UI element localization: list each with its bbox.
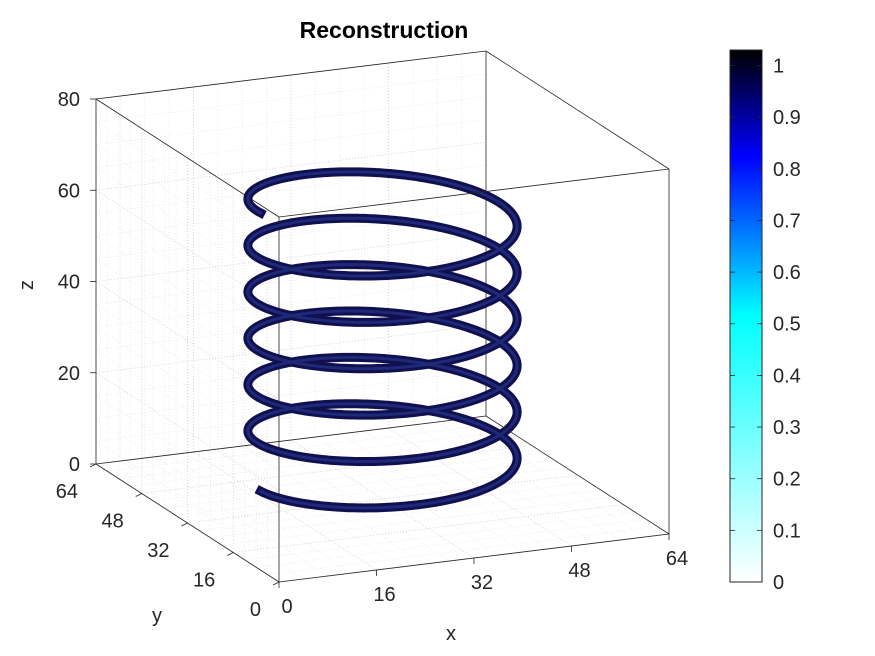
x-tick-label: 16 bbox=[373, 584, 395, 606]
y-tick-mark bbox=[89, 463, 97, 468]
y-tick-mark bbox=[272, 581, 280, 586]
box-edge bbox=[485, 50, 670, 170]
colorbar-tick-label: 1 bbox=[773, 55, 784, 77]
floor-grid-line bbox=[210, 489, 601, 539]
side-wall-grid-line bbox=[95, 349, 280, 469]
floor-grid-line bbox=[164, 459, 555, 509]
colorbar-tick-label: 0.6 bbox=[773, 262, 801, 284]
floor-grid-line bbox=[412, 424, 597, 544]
back-wall-grid-line bbox=[95, 301, 487, 351]
y-tick-mark bbox=[181, 522, 188, 527]
side-wall-grid-line bbox=[95, 417, 280, 537]
back-wall-grid-line bbox=[95, 187, 487, 237]
side-wall-grid-line bbox=[95, 258, 280, 378]
floor-grid-line bbox=[244, 511, 635, 561]
y-tick-label: 0 bbox=[250, 599, 261, 621]
side-wall-grid-line bbox=[95, 372, 280, 492]
colorbar-tick-label: 0.3 bbox=[773, 417, 801, 439]
colorbar-tick-label: 0.1 bbox=[773, 520, 801, 542]
side-wall-grid-line bbox=[95, 303, 280, 423]
y-axis-label: y bbox=[152, 605, 162, 627]
z-tick-label: 80 bbox=[58, 89, 80, 111]
side-wall-grid-line bbox=[95, 167, 280, 286]
floor-grid-line bbox=[461, 418, 645, 538]
colorbar-tick-label: 0.8 bbox=[773, 159, 801, 181]
colorbar-tick-label: 0 bbox=[773, 572, 784, 594]
box-edge bbox=[278, 168, 670, 218]
side-wall-grid-line bbox=[95, 395, 280, 514]
back-wall-grid-line bbox=[95, 233, 487, 282]
colorbar-tick-label: 0.9 bbox=[773, 107, 801, 129]
y-tick-mark bbox=[227, 552, 234, 556]
z-tick-label: 0 bbox=[69, 454, 80, 476]
helix-curve bbox=[243, 167, 522, 513]
box-edge bbox=[95, 50, 487, 100]
floor-grid-line bbox=[436, 421, 621, 541]
back-wall-grid-line bbox=[95, 324, 487, 374]
chart-title: Reconstruction bbox=[300, 17, 469, 43]
colorbar-ticks: 0 0.1 0.2 0.3 0.4 0.5 0.6 0.7 0.8 0.9 1 bbox=[730, 55, 801, 594]
axes-box-front bbox=[278, 50, 670, 583]
floor-grid-line bbox=[290, 439, 475, 559]
floor-grid-line bbox=[233, 504, 624, 553]
back-wall-grid-line bbox=[95, 255, 487, 305]
back-wall-grid-line bbox=[95, 347, 487, 397]
z-tick-label: 20 bbox=[58, 363, 80, 385]
back-wall-grid-line bbox=[95, 278, 487, 328]
back-wall-grid-line bbox=[95, 73, 487, 123]
z-tick-label: 60 bbox=[58, 180, 80, 202]
floor-grid-line bbox=[198, 481, 589, 531]
y-tick-label: 64 bbox=[56, 481, 78, 503]
floor-grid-line bbox=[315, 436, 499, 556]
back-wall-grid-line bbox=[95, 210, 487, 260]
tick-labels: 0 16 32 48 64 0 16 32 48 64 0 20 40 60 80 bbox=[56, 89, 688, 621]
x-tick-label: 64 bbox=[666, 548, 688, 570]
x-tick-label: 0 bbox=[281, 596, 292, 618]
floor-grid-line bbox=[107, 422, 498, 472]
colorbar-tick-label: 0.5 bbox=[773, 314, 801, 336]
back-wall-grid-line bbox=[95, 369, 487, 419]
floor-grid-line bbox=[118, 430, 509, 480]
y-tick-label: 48 bbox=[102, 511, 124, 533]
floor-grid-line bbox=[144, 457, 329, 577]
colorbar-tick-label: 0.2 bbox=[773, 469, 801, 491]
back-wall-grid-line bbox=[95, 392, 487, 442]
side-wall-grid-line bbox=[95, 212, 280, 332]
floor-grid-line bbox=[193, 451, 377, 571]
colorbar-gradient bbox=[729, 49, 763, 583]
floor-grid-line bbox=[130, 437, 521, 487]
helix-path-highlight bbox=[246, 170, 519, 510]
box-edge bbox=[95, 415, 487, 465]
z-axis-label: z bbox=[16, 280, 38, 290]
floor-grid-line bbox=[141, 445, 532, 494]
y-tick-mark bbox=[135, 493, 142, 497]
floor-grid-line bbox=[153, 452, 544, 502]
y-tick-label: 32 bbox=[147, 540, 169, 562]
floor-grid-line bbox=[339, 433, 524, 553]
side-wall-grid-line bbox=[95, 440, 280, 560]
colorbar: 0 0.1 0.2 0.3 0.4 0.5 0.6 0.7 0.8 0.9 1 bbox=[729, 49, 801, 594]
floor-grid-line bbox=[267, 526, 658, 576]
back-wall-grid-line bbox=[95, 96, 487, 146]
box-edge bbox=[485, 415, 670, 535]
back-wall-grid-line bbox=[95, 118, 487, 168]
back-wall-grid-line bbox=[95, 141, 487, 191]
x-axis-label: x bbox=[446, 623, 456, 645]
side-wall-grid-line bbox=[95, 121, 280, 241]
colorbar-tick-label: 0.4 bbox=[773, 365, 801, 387]
x-tick-label: 32 bbox=[471, 572, 493, 594]
floor-grid-line bbox=[168, 454, 353, 574]
y-tick-label: 16 bbox=[193, 570, 215, 592]
x-tick-label: 48 bbox=[568, 560, 590, 582]
z-tick-label: 40 bbox=[58, 272, 80, 294]
floor-grid-line bbox=[187, 474, 578, 524]
colorbar-tick-label: 0.7 bbox=[773, 210, 801, 232]
floor-grid-line bbox=[221, 496, 612, 546]
floor-grid-line bbox=[256, 518, 647, 568]
